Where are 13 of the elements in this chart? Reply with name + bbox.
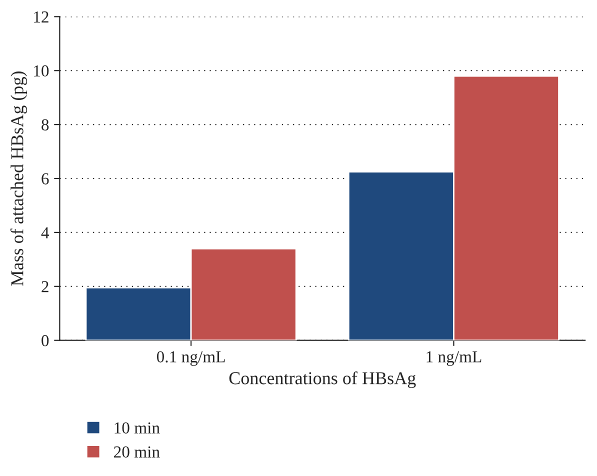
y-tick-label: 10 [34, 65, 49, 77]
y-tick-label: 0 [42, 335, 49, 346]
legend-label: 20 min [114, 446, 160, 458]
y-tick-label: 4 [41, 227, 50, 238]
y-axis-title: Mass of attached HBsAg (pg) [10, 71, 28, 286]
y-tick-label: 2 [42, 281, 48, 292]
legend-label: 10 min [114, 422, 160, 434]
y-tick-label: 12 [34, 11, 48, 22]
y-tick-label: 8 [42, 119, 49, 130]
y-tick-label: 6 [42, 173, 49, 184]
x-axis-title: Concentrations of HBsAg [229, 371, 416, 388]
x-tick-label: 1 ng/mL [426, 351, 482, 366]
x-tick-label: 0.1 ng/mL [156, 351, 225, 366]
